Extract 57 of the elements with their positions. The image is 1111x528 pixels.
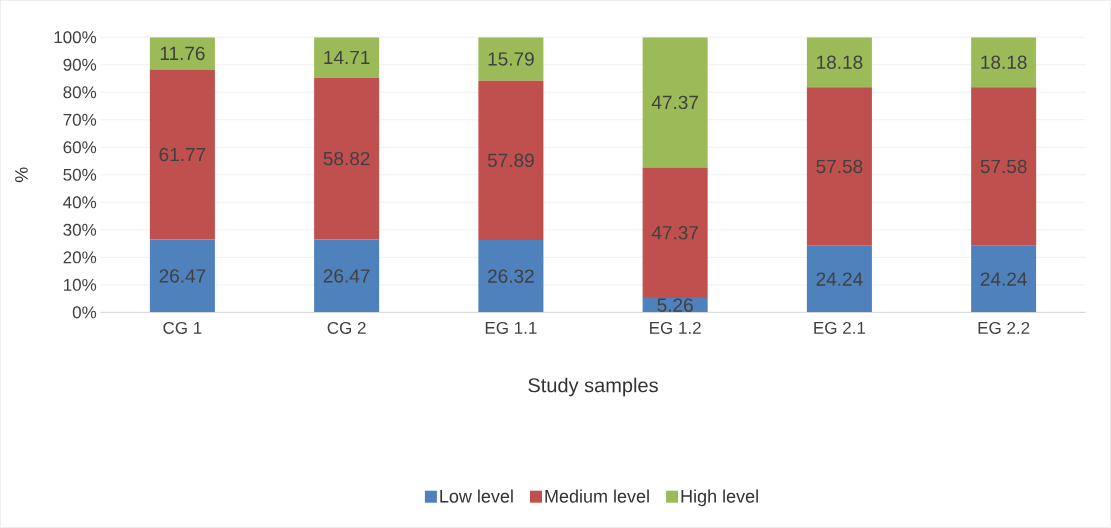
y-tick-label: 10% <box>64 278 97 292</box>
y-tick-label: 100% <box>54 31 97 44</box>
data-label: 26.47 <box>323 269 370 283</box>
y-axis-title: % <box>15 167 28 183</box>
y-tick-label: 20% <box>63 251 97 264</box>
bar <box>971 245 1037 313</box>
data-label: 11.76 <box>160 46 205 61</box>
x-tick-label: EG 2.2 <box>978 322 1030 335</box>
data-label: 58.82 <box>323 152 370 166</box>
y-tick-label: 80% <box>63 86 97 99</box>
data-label: 57.58 <box>816 159 863 174</box>
bar <box>478 240 544 313</box>
y-tick-label: 90% <box>63 58 97 71</box>
bar <box>642 37 708 168</box>
bar <box>314 239 380 313</box>
bar <box>149 37 215 70</box>
x-tick-label: EG 1.1 <box>485 322 537 335</box>
y-tick-label: 60% <box>63 141 97 154</box>
data-label: 24.24 <box>980 272 1027 286</box>
bar <box>478 80 544 241</box>
bar <box>971 87 1037 246</box>
data-label: 57.89 <box>487 153 534 168</box>
y-tick-label: 70% <box>63 113 97 126</box>
x-tick-label: CG 2 <box>327 322 366 335</box>
data-label: 18.18 <box>817 55 863 70</box>
bar <box>806 245 872 313</box>
legend-label: Medium level <box>545 489 649 503</box>
data-label: 5.26 <box>657 298 693 313</box>
bar <box>149 239 215 313</box>
bar <box>806 87 872 246</box>
data-label: 26.32 <box>488 269 534 284</box>
data-label: 18.18 <box>981 55 1027 70</box>
data-label: 47.37 <box>651 95 698 110</box>
x-tick-label: EG 1.2 <box>650 322 701 335</box>
bar <box>642 167 708 299</box>
data-label: 26.47 <box>159 269 206 283</box>
x-tick-label: EG 2.1 <box>814 322 866 335</box>
x-tick-label: CG 1 <box>163 322 202 335</box>
bar <box>971 37 1037 88</box>
bar <box>806 37 872 88</box>
data-label: 15.79 <box>488 52 534 66</box>
data-label: 61.77 <box>159 147 206 162</box>
y-tick-label: 40% <box>63 196 97 209</box>
y-tick-label: 0% <box>72 306 97 319</box>
x-axis-title: Study samples <box>528 377 658 397</box>
legend-label: Low level <box>440 489 513 503</box>
bar <box>314 77 380 240</box>
data-label: 57.58 <box>980 159 1027 174</box>
data-label: 47.37 <box>651 226 698 240</box>
data-label: 14.71 <box>324 51 370 65</box>
bar <box>149 69 215 240</box>
data-label: 24.24 <box>816 272 863 286</box>
y-tick-label: 30% <box>63 223 97 236</box>
bar <box>478 37 544 81</box>
y-tick-label: 50% <box>63 168 97 181</box>
legend-label: High level <box>681 489 758 507</box>
bar <box>314 37 380 78</box>
